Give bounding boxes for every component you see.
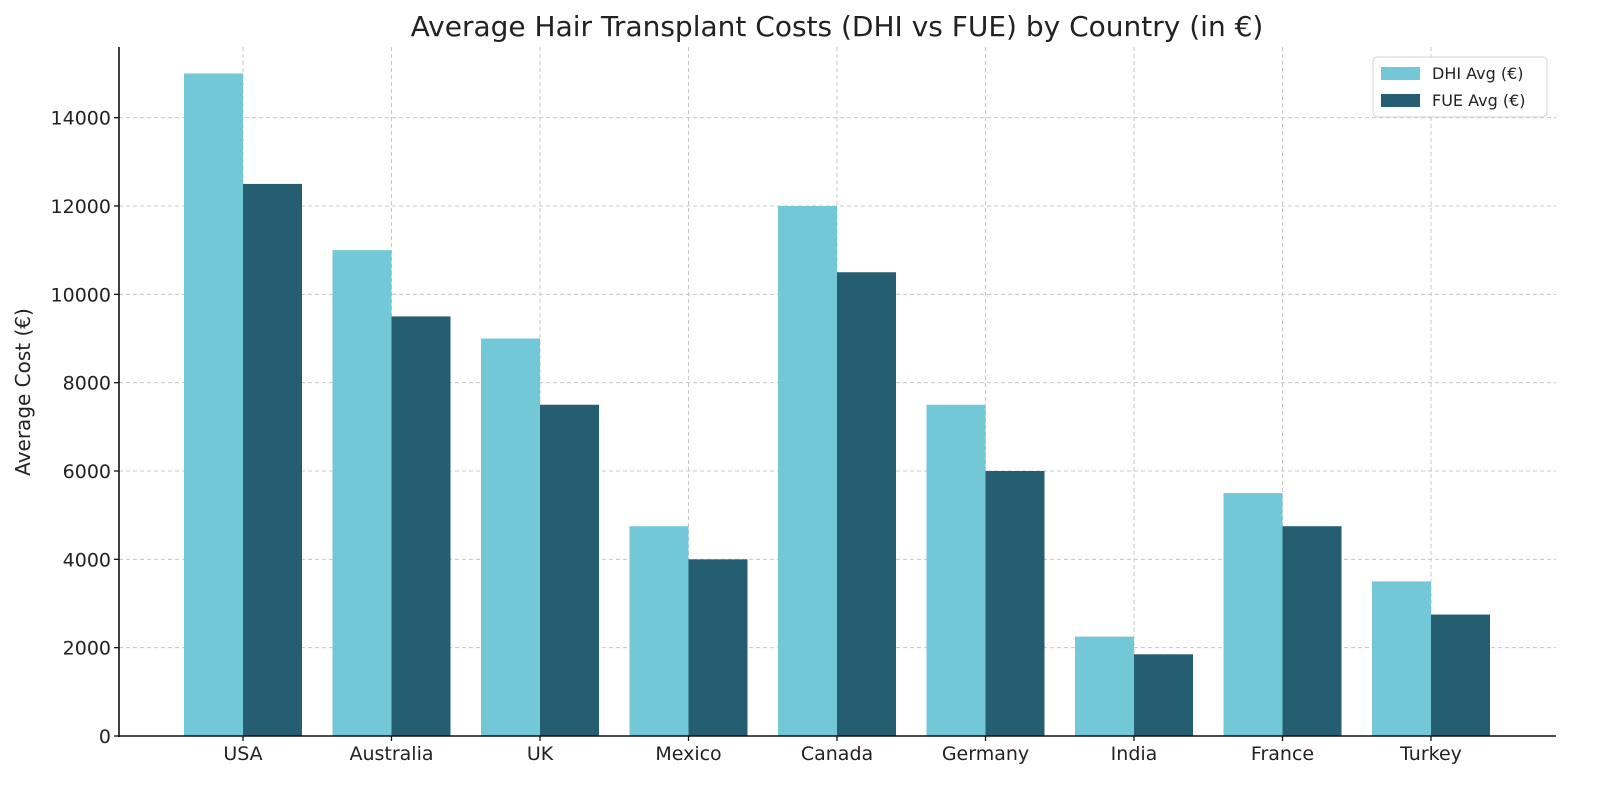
y-ticks: 0 2000 4000 6000 8000 10000 12000 14000 (51, 108, 119, 748)
bar-fue-canada (837, 272, 896, 736)
x-tick-label: Turkey (1399, 743, 1462, 765)
legend-label-fue: FUE Avg (€) (1432, 91, 1526, 110)
x-tick-label: India (1111, 743, 1158, 765)
x-tick-label: Canada (801, 743, 873, 765)
x-tick-label: Mexico (655, 743, 721, 765)
y-tick-label: 12000 (51, 196, 111, 218)
x-tick-label: USA (223, 743, 262, 765)
bar-fue-france (1282, 526, 1342, 736)
bar-fue-germany (985, 471, 1045, 736)
y-tick-label: 4000 (63, 549, 111, 571)
y-tick-label: 0 (99, 726, 111, 748)
x-tick-label: Australia (349, 743, 433, 765)
y-tick-label: 14000 (51, 108, 111, 130)
bar-dhi-india (1075, 636, 1134, 736)
legend: DHI Avg (€) FUE Avg (€) (1372, 56, 1548, 118)
y-tick-label: 10000 (51, 284, 111, 306)
legend-swatch-fue (1381, 94, 1420, 107)
bar-dhi-france (1223, 493, 1283, 736)
legend-swatch-dhi (1381, 67, 1420, 80)
chart-title: Average Hair Transplant Costs (DHI vs FU… (411, 10, 1264, 43)
bar-fue-uk (540, 404, 599, 736)
legend-label-dhi: DHI Avg (€) (1432, 64, 1524, 83)
bar-dhi-australia (332, 250, 392, 736)
bar-dhi-usa (184, 73, 243, 736)
bar-fue-mexico (688, 559, 748, 736)
bar-dhi-germany (926, 404, 986, 736)
y-axis-label: Average Cost (€) (11, 308, 35, 476)
bar-fue-turkey (1431, 614, 1490, 736)
bar-fue-usa (243, 183, 302, 736)
x-ticks: USA Australia UK Mexico Canada Germany India Fr… (223, 736, 1462, 765)
y-tick-label: 8000 (63, 373, 111, 395)
bar-fue-india (1134, 654, 1193, 736)
x-tick-label: Germany (942, 743, 1029, 765)
bar-dhi-turkey (1372, 581, 1431, 736)
x-tick-label: France (1251, 743, 1314, 765)
x-tick-label: UK (527, 743, 554, 765)
bar-dhi-uk (481, 338, 540, 736)
bar-dhi-canada (778, 206, 837, 736)
y-tick-label: 6000 (63, 461, 111, 483)
bar-dhi-mexico (629, 526, 689, 736)
bars (184, 73, 1490, 736)
y-tick-label: 2000 (63, 638, 111, 660)
bar-fue-australia (391, 316, 451, 736)
